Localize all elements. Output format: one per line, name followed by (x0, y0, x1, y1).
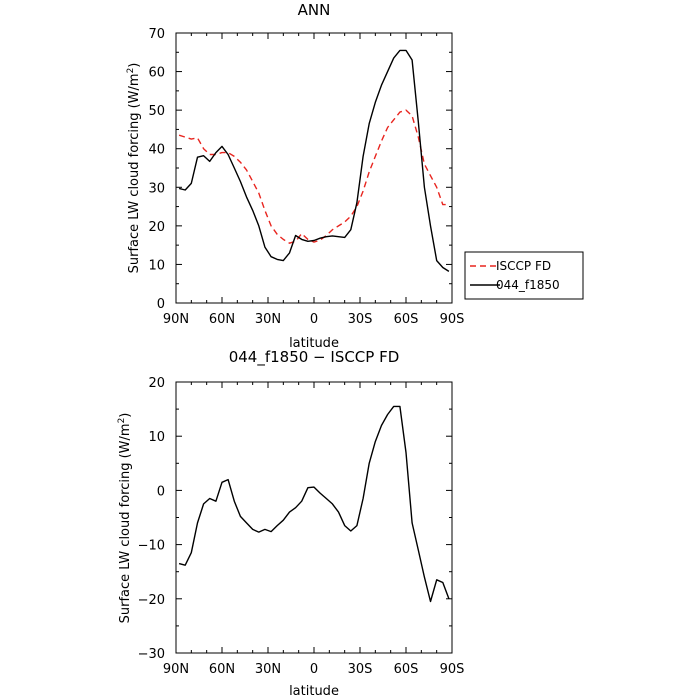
bottom-series-lines (178, 405, 450, 603)
top-x-axis-label: latitude (289, 336, 339, 351)
top-series-line-044-f1850 (178, 49, 450, 272)
top-series-line-isccp-fd (178, 109, 449, 244)
bottom-y-axis-label: Surface LW cloud forcing (W/m2) (117, 413, 133, 624)
top-y-tick-label: 40 (148, 143, 165, 158)
top-x-tick-label: 90S (440, 312, 465, 327)
bottom-y-tick-label: 0 (157, 484, 165, 499)
bottom-plot-frame (175, 381, 453, 654)
top-y-tick-label: 20 (148, 220, 165, 235)
top-y-axis-label: Surface LW cloud forcing (W/m2) (126, 63, 142, 274)
bottom-x-tick-label: 30S (348, 662, 373, 677)
bottom-x-tick-label: 60N (209, 662, 235, 677)
top-x-tick-label: 30N (255, 312, 281, 327)
top-x-tick-label: 0 (310, 312, 318, 327)
bottom-x-tick-label: 0 (310, 662, 318, 677)
bottom-axis-ticks: 90N 60N 30N 0 30S 60S 90S −30 −20 −10 0 10 20 (138, 376, 465, 677)
top-x-tick-label: 90N (163, 312, 189, 327)
bottom-x-tick-label: 90N (163, 662, 189, 677)
top-y-tick-label: 30 (148, 181, 165, 196)
top-series-lines (178, 49, 450, 272)
top-plot-frame (175, 32, 453, 304)
legend-label-isccp: ISCCP FD (496, 259, 551, 273)
bottom-x-tick-label: 30N (255, 662, 281, 677)
bottom-y-tick-label: −10 (138, 539, 165, 554)
top-y-tick-label: 10 (148, 258, 165, 273)
bottom-x-tick-label: 90S (440, 662, 465, 677)
top-y-tick-label: 50 (148, 104, 165, 119)
bottom-y-tick-label: −30 (138, 647, 165, 662)
top-axis-ticks: 90N 60N 30N 0 30S 60S 90S 0 10 20 30 40 50 60 70 (148, 27, 464, 327)
top-panel: ANN 90N 60N 30N 0 30S 60S 90S 0 10 20 30 40 50 60 70 l… (126, 1, 584, 351)
top-x-tick-label: 60S (394, 312, 419, 327)
top-x-tick-label: 30S (348, 312, 373, 327)
bottom-y-tick-label: −20 (138, 593, 165, 608)
bottom-panel: 044_f1850 − ISCCP FD 90N 60N 30N 0 30S 60S 90S… (117, 348, 464, 699)
legend-box (464, 251, 584, 300)
bottom-x-tick-label: 60S (394, 662, 419, 677)
top-y-tick-label: 0 (157, 297, 165, 312)
bottom-chart-title: 044_f1850 − ISCCP FD (229, 348, 400, 367)
top-y-tick-label: 60 (148, 66, 165, 81)
bottom-x-axis-label: latitude (289, 684, 339, 699)
legend-label-model: 044_f1850 (496, 278, 560, 292)
bottom-y-tick-label: 20 (148, 376, 165, 391)
legend: ISCCP FD 044_f1850 (464, 251, 584, 300)
top-y-tick-label: 70 (148, 27, 165, 42)
bottom-y-tick-label: 10 (148, 430, 165, 445)
top-x-tick-label: 60N (209, 312, 235, 327)
bottom-series-line-difference (178, 405, 450, 603)
top-chart-title: ANN (298, 1, 331, 19)
